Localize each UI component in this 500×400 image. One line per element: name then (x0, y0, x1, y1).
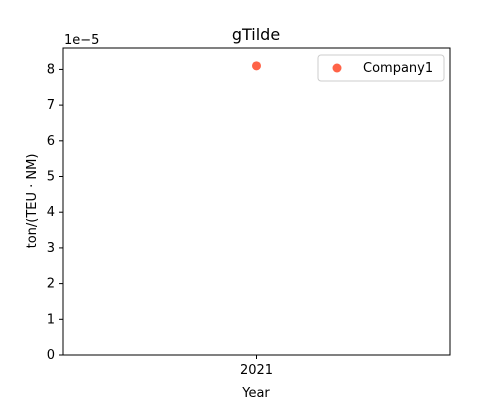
y-tick-label: 2 (47, 277, 55, 292)
legend: Company1 (317, 54, 445, 82)
y-tick-label: 5 (47, 170, 55, 185)
y-tick-label: 0 (47, 348, 55, 363)
y-tick-label: 3 (47, 241, 55, 256)
legend-marker-company1 (332, 63, 342, 73)
y-tick-label: 7 (47, 98, 55, 113)
y-tick-label: 6 (47, 134, 55, 149)
y-axis-label: ton/(TEU · NM) (25, 154, 40, 249)
y-tick-label: 8 (47, 62, 55, 77)
legend-label-company1: Company1 (363, 61, 433, 76)
y-axis-ticks: 0 1 2 3 4 5 6 7 8 (47, 62, 63, 363)
data-points (252, 61, 261, 71)
legend-box (317, 54, 445, 82)
y-tick-label: 4 (47, 205, 55, 220)
x-tick-label: 2021 (240, 363, 273, 378)
plot-area-frame (62, 47, 451, 356)
y-axis-offset-label: 1e−5 (64, 33, 99, 48)
chart-title: gTilde (232, 25, 280, 44)
data-point-company1-2021 (252, 61, 261, 71)
x-axis-label: Year (241, 386, 270, 400)
y-tick-label: 1 (47, 312, 55, 327)
x-axis-ticks: 2021 (240, 355, 273, 378)
